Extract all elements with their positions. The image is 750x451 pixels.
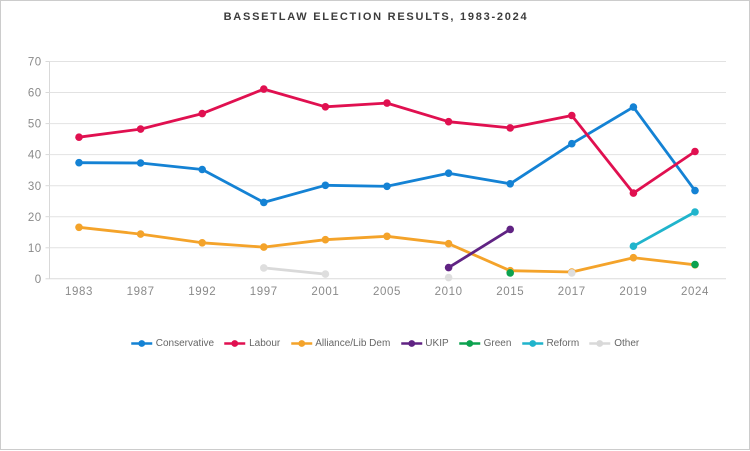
svg-text:2010: 2010 xyxy=(435,286,463,298)
svg-text:2024: 2024 xyxy=(681,286,709,298)
svg-text:1987: 1987 xyxy=(127,286,155,298)
svg-text:20: 20 xyxy=(28,212,42,224)
svg-text:30: 30 xyxy=(28,181,42,193)
svg-text:2001: 2001 xyxy=(311,286,339,298)
svg-text:10: 10 xyxy=(28,243,42,255)
svg-text:2019: 2019 xyxy=(619,286,647,298)
svg-text:50: 50 xyxy=(28,119,42,131)
svg-text:2015: 2015 xyxy=(496,286,524,298)
svg-text:1997: 1997 xyxy=(250,286,278,298)
svg-text:40: 40 xyxy=(28,150,42,162)
svg-text:60: 60 xyxy=(28,88,42,100)
svg-text:70: 70 xyxy=(28,57,42,69)
svg-text:1992: 1992 xyxy=(188,286,216,298)
svg-text:2017: 2017 xyxy=(558,286,586,298)
svg-text:1983: 1983 xyxy=(65,286,93,298)
svg-text:2005: 2005 xyxy=(373,286,401,298)
svg-text:0: 0 xyxy=(35,274,42,286)
